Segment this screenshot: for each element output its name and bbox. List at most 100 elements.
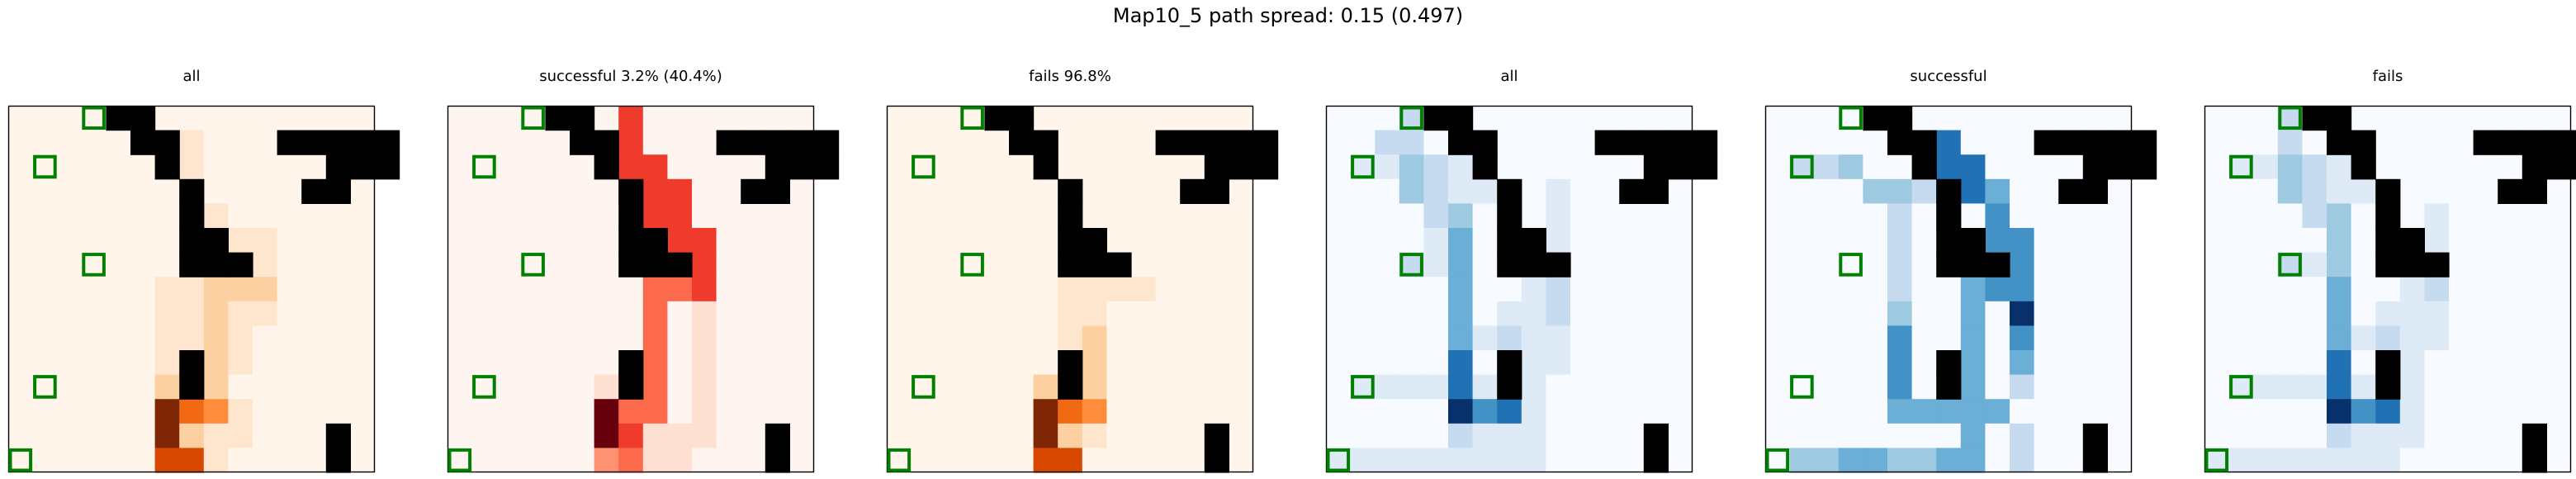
heat-cell (618, 423, 644, 448)
wall-cell (1911, 130, 1937, 155)
heat-cell (1326, 178, 1352, 204)
heat-cell (741, 154, 766, 180)
heat-cell (1326, 325, 1352, 351)
heat-cell (520, 423, 546, 448)
heat-cell (1009, 154, 1035, 180)
heat-cell (935, 277, 961, 302)
heat-cell (2302, 130, 2327, 155)
panel-title: fails (2372, 68, 2403, 85)
heat-cell (8, 178, 34, 204)
heat-cell (1594, 423, 1620, 448)
heat-cell (1814, 252, 1840, 277)
heat-cell (2228, 178, 2254, 204)
heat-cell (32, 252, 58, 277)
heat-cell (2399, 154, 2425, 180)
heat-cell (959, 203, 985, 229)
heat-cell (1180, 277, 1205, 302)
heat-cell (789, 399, 815, 424)
wall-cell (301, 178, 327, 204)
axes-frame (886, 105, 1254, 473)
heat-cell (520, 178, 546, 204)
wall-cell (325, 154, 351, 180)
wall-cell (179, 178, 205, 204)
heat-cell (2253, 130, 2279, 155)
heat-cell (1643, 228, 1669, 254)
heat-cell (2277, 448, 2303, 473)
heat-cell (1570, 154, 1596, 180)
heat-cell (2204, 106, 2230, 131)
heat-cell (106, 448, 131, 473)
heat-cell (301, 203, 327, 229)
heat-cell (8, 423, 34, 448)
wall-cell (1936, 350, 1962, 376)
heat-cell (2498, 325, 2523, 351)
heat-cell (692, 228, 717, 254)
wall-cell (1204, 130, 1229, 155)
heat-cell (2010, 228, 2035, 254)
heat-cell (1106, 374, 1132, 400)
heat-cell (2327, 399, 2352, 424)
heat-cell (1033, 277, 1058, 302)
heat-cell (2449, 106, 2474, 131)
heat-cell (2107, 301, 2133, 326)
heatmap-plot (2204, 105, 2576, 473)
heat-cell (2228, 448, 2254, 473)
heat-cell (2351, 277, 2376, 302)
heat-cell (1594, 277, 1620, 302)
heat-cell (1106, 399, 1132, 424)
wall-cell (618, 178, 644, 204)
heat-cell (1521, 374, 1546, 400)
heat-cell (1375, 178, 1400, 204)
heat-cell (1472, 277, 1498, 302)
heat-cell (8, 106, 34, 131)
heat-cell (1960, 448, 1986, 473)
heat-cell (1204, 325, 1229, 351)
heat-cell (2253, 203, 2279, 229)
heat-cell (1131, 374, 1157, 400)
heat-cell (325, 203, 351, 229)
heat-cell (570, 374, 595, 400)
heat-cell (2058, 277, 2084, 302)
heat-cell (301, 325, 327, 351)
heat-cell (2424, 374, 2450, 400)
heat-cell (642, 350, 668, 376)
heat-cell (1619, 203, 1645, 229)
wall-cell (1058, 228, 1083, 254)
heat-cell (1985, 301, 2010, 326)
heat-cell (154, 228, 180, 254)
heat-cell (1204, 203, 1229, 229)
heat-cell (253, 178, 278, 204)
wall-cell (1594, 130, 1620, 155)
heat-cell (1838, 350, 1863, 376)
marker-square (1790, 375, 1814, 399)
heat-cell (935, 374, 961, 400)
heat-cell (887, 301, 912, 326)
heat-cell (1887, 448, 1913, 473)
heat-cell (1326, 252, 1352, 277)
heatmap-panel-fails-oranges: fails 96.8% (886, 68, 1279, 473)
heat-cell (1326, 106, 1352, 131)
heat-cell (2058, 399, 2084, 424)
heat-cell (1033, 228, 1058, 254)
heat-cell (1497, 130, 1522, 155)
heat-cell (2058, 448, 2084, 473)
heat-cell (1131, 277, 1157, 302)
heat-cell (130, 423, 156, 448)
heat-cell (1619, 228, 1645, 254)
heat-cell (1180, 448, 1205, 473)
heat-cell (1472, 374, 1498, 400)
heat-cell (1375, 301, 1400, 326)
wall-cell (228, 252, 253, 277)
heat-cell (1570, 203, 1596, 229)
heat-cell (1985, 325, 2010, 351)
heat-cell (1448, 228, 1474, 254)
heat-cell (1423, 448, 1449, 473)
heat-cell (1131, 154, 1157, 180)
heat-cell (1814, 106, 1840, 131)
heat-cell (2498, 448, 2523, 473)
heat-cell (765, 277, 790, 302)
heat-cell (203, 301, 229, 326)
marker-square (887, 448, 912, 472)
heat-cell (959, 154, 985, 180)
heat-cell (545, 325, 571, 351)
